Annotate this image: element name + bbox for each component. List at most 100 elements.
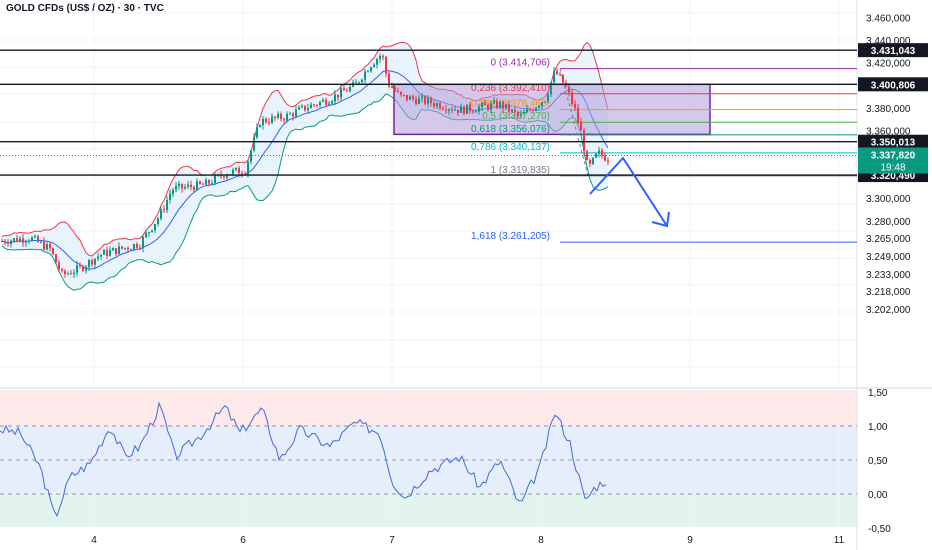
candle-body: [262, 118, 264, 126]
candle-body: [427, 98, 429, 104]
candle-body: [541, 102, 543, 107]
candle-body: [349, 86, 351, 92]
candle-body: [208, 179, 210, 184]
candle-body: [580, 122, 582, 131]
candle-body: [40, 241, 42, 243]
candle-body: [316, 104, 318, 106]
candle-body: [529, 109, 531, 111]
candle-body: [418, 98, 420, 104]
candle-body: [277, 113, 279, 118]
candle-body: [487, 105, 489, 110]
candle-body: [523, 112, 525, 114]
candle-body: [202, 183, 204, 185]
y-tick-label: 3.440,000: [866, 36, 911, 47]
candle-body: [106, 250, 108, 256]
candle-body: [1, 241, 3, 243]
candle-body: [55, 254, 57, 263]
candle-body: [493, 101, 495, 104]
osc-y-tick-label: 1,50: [868, 388, 888, 399]
candle-body: [490, 103, 492, 110]
candle-body: [31, 237, 33, 241]
candle-body: [226, 175, 228, 178]
candle-body: [211, 183, 213, 185]
candle-body: [457, 109, 459, 113]
candles: [1, 53, 609, 278]
candle-body: [244, 173, 246, 175]
candle-body: [499, 101, 501, 108]
candle-body: [145, 232, 147, 238]
horizontal-levels[interactable]: 3.431,043 3.400,806 3.350,013 3.320,490 3.33…: [0, 43, 928, 183]
candle-body: [34, 236, 36, 238]
candle-body: [100, 254, 102, 257]
candle-body: [421, 96, 423, 99]
candle-body: [190, 184, 192, 188]
candle-body: [439, 103, 441, 109]
candle-body: [172, 189, 174, 194]
projection-arrow[interactable]: [589, 156, 670, 228]
y-tick-label: 3.280,000: [866, 217, 911, 228]
candle-body: [115, 248, 117, 254]
level-tag-0: [858, 43, 928, 58]
candle-body: [433, 103, 435, 107]
current-price-countdown: 19:48: [880, 162, 905, 173]
level-value-3: 3.320,490: [871, 171, 916, 182]
candle-body: [328, 103, 330, 105]
y-tick-label: 3.460,000: [866, 13, 911, 24]
candle-body: [265, 118, 267, 123]
candle-body: [43, 241, 45, 250]
candle-body: [370, 67, 372, 72]
candle-body: [121, 246, 123, 249]
candle-body: [214, 175, 216, 184]
candle-body: [571, 92, 573, 104]
candle-body: [52, 248, 54, 255]
candle-body: [136, 244, 138, 248]
candle-body: [472, 111, 474, 113]
candle-body: [460, 106, 462, 113]
candle-body: [10, 240, 12, 245]
candle-body: [280, 113, 282, 120]
candle-body: [142, 237, 144, 248]
candle-body: [301, 105, 303, 108]
level-value-1: 3.400,806: [871, 80, 916, 91]
candle-body: [385, 56, 387, 74]
candle-body: [61, 269, 63, 271]
candle-body: [109, 250, 111, 256]
candle-body: [442, 108, 444, 110]
level-tag-2: [858, 134, 928, 149]
osc-y-tick-label: 0,00: [868, 490, 888, 501]
candle-body: [382, 55, 384, 57]
current-price-value: 3.337,820: [871, 150, 916, 161]
axes: 3.460,000 3.440,000 3.420,000 3.380,000 3.36…: [91, 13, 911, 546]
x-tick-label: 11: [834, 535, 845, 546]
candle-body: [466, 104, 468, 114]
level-tag-1: [858, 77, 928, 92]
candle-body: [430, 98, 432, 104]
osc-y-tick-label: 0,50: [868, 456, 888, 467]
candle-body: [550, 82, 552, 95]
candle-body: [91, 260, 93, 265]
fib-label-0.236: 0,236 (3.392,410): [471, 83, 550, 94]
candle-body: [514, 109, 516, 112]
candle-body: [463, 106, 465, 114]
candle-body: [406, 94, 408, 100]
candle-body: [175, 186, 177, 190]
candle-body: [148, 231, 150, 233]
y-tick-label: 3.202,000: [866, 305, 911, 316]
x-tick-label: 9: [687, 535, 693, 546]
candle-body: [340, 88, 342, 98]
candle-body: [469, 104, 471, 112]
candle-body: [535, 107, 537, 111]
candle-body: [604, 155, 606, 161]
candle-body: [343, 88, 345, 91]
candle-body: [481, 102, 483, 107]
candle-body: [589, 159, 591, 165]
candle-body: [85, 266, 87, 271]
y-tick-label: 3.420,000: [866, 59, 911, 70]
fib-retracement[interactable]: 0 (3.414,706) 0,236 (3.392,410) 0,382 (3.3…: [393, 58, 857, 243]
candle-body: [337, 94, 339, 98]
fib-label-0.382: 0,382 (3.378,465): [471, 99, 550, 110]
candle-body: [562, 74, 564, 83]
candle-body: [445, 109, 447, 111]
candle-body: [154, 224, 156, 231]
